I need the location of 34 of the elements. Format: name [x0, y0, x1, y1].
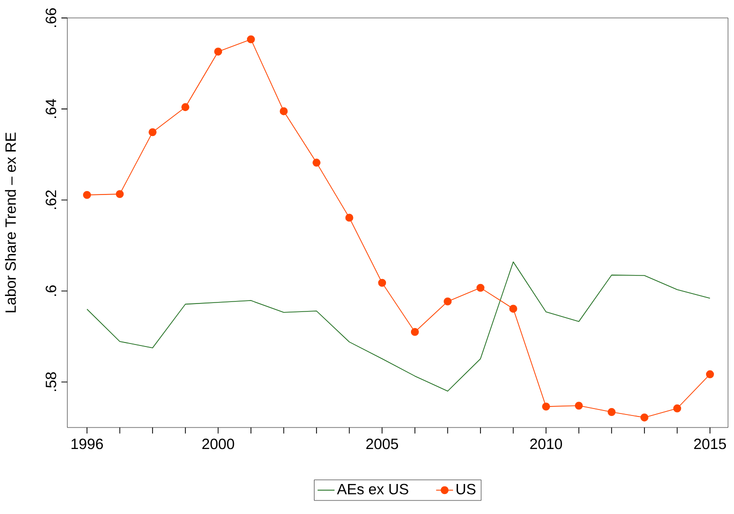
point — [181, 103, 190, 112]
point — [444, 297, 452, 306]
y-tick-label: .64 — [46, 98, 56, 118]
point — [476, 284, 484, 292]
point — [640, 413, 648, 422]
point — [608, 408, 616, 416]
y-tick-label: .66 — [46, 8, 56, 27]
legend-label: US — [456, 484, 476, 494]
x-tick-label: 2000 — [202, 438, 234, 450]
point — [246, 35, 255, 44]
x-tick-label: 2010 — [530, 438, 562, 450]
point — [148, 128, 157, 136]
y-tick-label: .6 — [46, 285, 56, 296]
x-tick-label: 1996 — [72, 438, 103, 450]
y-axis-title: Labor Share Trend – ex RE — [4, 132, 16, 312]
point — [673, 404, 682, 412]
point — [542, 402, 550, 410]
x-tick-label: 2015 — [694, 438, 726, 450]
legend-label: AEs ex US — [336, 484, 408, 494]
line-series — [86, 261, 710, 392]
point — [345, 214, 354, 222]
point — [574, 402, 583, 410]
y-tick-label: .58 — [46, 372, 56, 391]
point — [214, 48, 222, 56]
point — [280, 107, 288, 116]
point — [378, 278, 386, 287]
point — [116, 190, 124, 198]
point — [312, 158, 320, 167]
x-tick-label: 2005 — [366, 438, 398, 450]
point — [83, 190, 91, 199]
point — [706, 370, 714, 378]
point — [509, 304, 518, 313]
point — [410, 328, 419, 336]
y-tick-label: .62 — [46, 190, 56, 209]
